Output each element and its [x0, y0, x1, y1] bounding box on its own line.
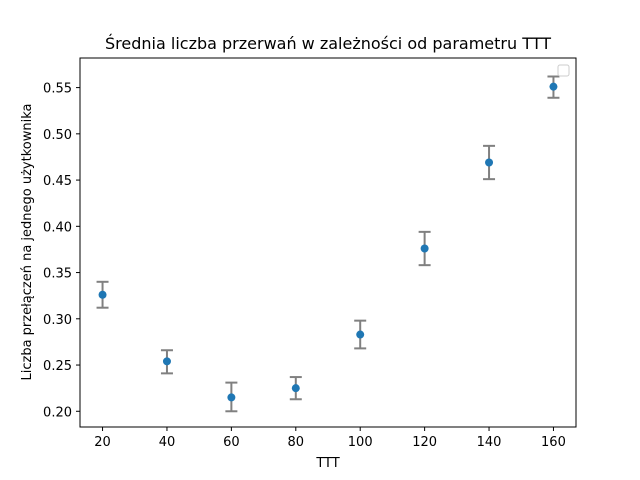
x-tick-label: 100	[348, 435, 373, 450]
y-axis: 0.20 0.25 0.30 0.35 0.40 0.45 0.50 0.55	[43, 82, 80, 420]
legend-box	[557, 64, 570, 77]
data-point-group	[547, 75, 560, 99]
data-point	[162, 357, 171, 366]
chart-title: Średnia liczba przerwań w zależności od …	[105, 34, 551, 53]
data-point	[420, 244, 429, 253]
x-tick-label: 60	[223, 435, 240, 450]
y-tick-label: 0.25	[43, 359, 72, 374]
y-axis-label: Liczba przełączeń na jednego użytkownika	[20, 104, 35, 381]
data-point-group	[289, 376, 302, 401]
data-point-group	[418, 230, 431, 267]
x-axis: 20 40 60 80 100 120 140 160	[94, 427, 566, 450]
x-tick-label: 80	[288, 435, 305, 450]
y-tick-label: 0.50	[43, 128, 72, 143]
data-point	[291, 384, 300, 393]
data-point	[356, 330, 365, 339]
x-tick-label: 120	[412, 435, 437, 450]
data-point	[98, 290, 107, 299]
plot-area	[96, 75, 560, 413]
data-point	[227, 393, 236, 402]
y-tick-label: 0.30	[43, 313, 72, 328]
data-point-group	[96, 280, 109, 309]
y-tick-label: 0.45	[43, 174, 72, 189]
data-point-group	[225, 381, 238, 413]
y-tick-label: 0.35	[43, 267, 72, 282]
y-tick-label: 0.40	[43, 220, 72, 235]
data-point	[485, 158, 494, 167]
data-point-group	[160, 349, 173, 375]
x-tick-label: 140	[477, 435, 502, 450]
x-tick-label: 20	[94, 435, 111, 450]
y-tick-label: 0.55	[43, 82, 72, 97]
y-tick-label: 0.20	[43, 405, 72, 420]
axes-frame	[79, 57, 577, 428]
x-tick-label: 40	[159, 435, 176, 450]
data-point	[549, 82, 558, 91]
x-tick-label: 160	[541, 435, 566, 450]
x-axis-label: TTT	[315, 456, 339, 471]
data-point-group	[483, 144, 496, 181]
data-point-group	[354, 319, 367, 350]
